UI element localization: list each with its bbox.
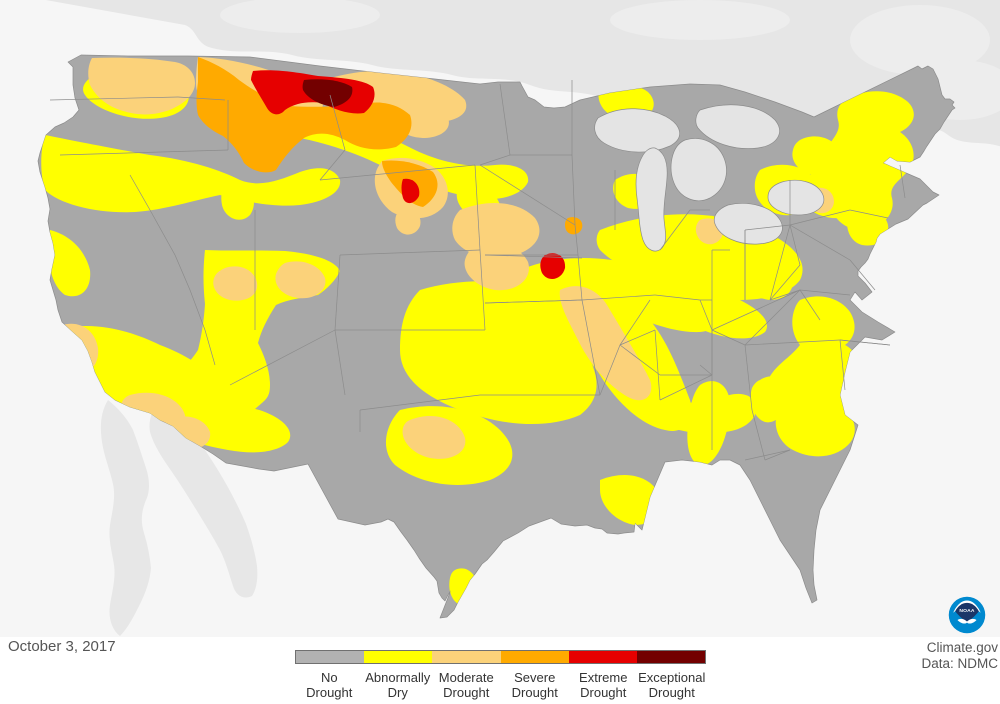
svg-text:NOAA: NOAA	[959, 608, 975, 614]
